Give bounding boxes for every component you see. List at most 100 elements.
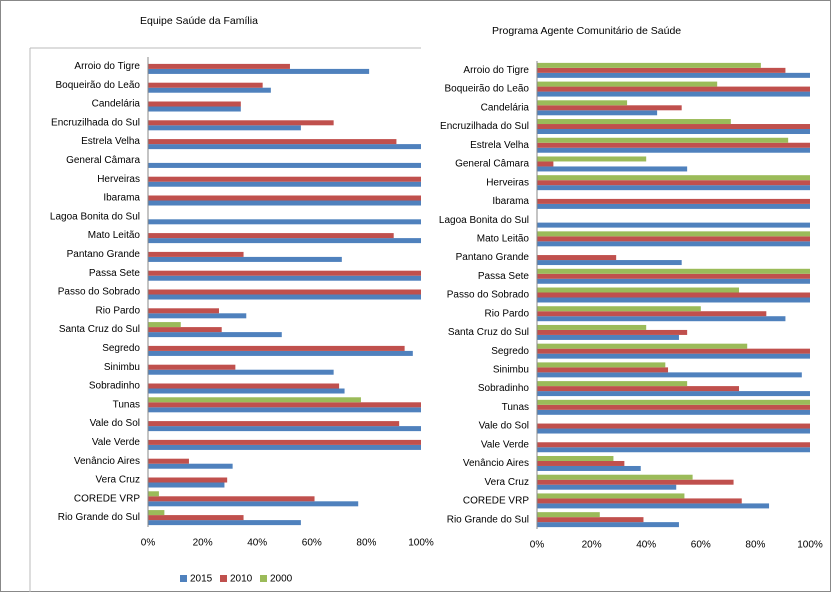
bar xyxy=(537,268,810,274)
bar xyxy=(148,139,397,145)
bar xyxy=(537,129,810,135)
bar xyxy=(537,124,810,130)
x-tick-label: 20% xyxy=(193,538,213,549)
bar xyxy=(148,219,421,225)
x-tick-label: 40% xyxy=(247,538,267,549)
bar xyxy=(537,110,658,116)
bar xyxy=(148,256,342,262)
bar xyxy=(148,463,233,469)
bar xyxy=(148,345,405,351)
y-tick-label: Vera Cruz xyxy=(96,475,140,486)
y-tick-label: Vale Verde xyxy=(481,439,530,450)
bar xyxy=(148,195,421,201)
y-tick-label: Vera Cruz xyxy=(485,477,529,488)
legend-label: 2015 xyxy=(190,574,213,585)
bar xyxy=(537,203,810,209)
y-tick-label: General Câmara xyxy=(66,155,140,166)
bar xyxy=(537,409,810,415)
y-tick-label: Tunas xyxy=(113,399,140,410)
y-tick-label: Rio Pardo xyxy=(485,308,530,319)
bar xyxy=(537,423,810,429)
bar xyxy=(537,161,554,167)
bar xyxy=(537,367,669,373)
bar xyxy=(537,460,625,466)
y-tick-label: Segredo xyxy=(102,343,140,354)
bar xyxy=(537,362,666,368)
bar xyxy=(537,372,802,378)
y-tick-label: Rio Grande do Sul xyxy=(58,512,140,523)
y-tick-label: Tunas xyxy=(502,402,529,413)
bar xyxy=(148,125,301,131)
x-tick-label: 80% xyxy=(356,538,376,549)
bar xyxy=(537,100,628,106)
x-tick-label: 60% xyxy=(691,540,711,551)
y-tick-label: Segredo xyxy=(491,346,529,357)
y-tick-label: Ibarama xyxy=(492,196,529,207)
bar xyxy=(537,334,679,340)
y-tick-label: Vale do Sol xyxy=(90,418,140,429)
bar xyxy=(537,343,748,349)
bar xyxy=(537,391,810,397)
bar xyxy=(148,275,421,281)
chart-title: Equipe Saúde da Família xyxy=(140,15,258,27)
bar xyxy=(537,222,810,228)
x-tick-label: 60% xyxy=(302,538,322,549)
y-tick-label: Lagoa Bonita do Sul xyxy=(439,215,529,226)
chart-title: Programa Agente Comunitário de Saúde xyxy=(492,25,681,37)
bar xyxy=(537,231,810,237)
y-tick-label: Venâncio Aires xyxy=(463,458,529,469)
y-tick-label: Lagoa Bonita do Sul xyxy=(50,211,140,222)
y-tick-label: Pantano Grande xyxy=(456,252,530,263)
bar xyxy=(148,200,421,206)
bar xyxy=(537,324,647,330)
bar xyxy=(148,350,413,356)
bar xyxy=(537,428,810,434)
bar xyxy=(537,278,810,284)
x-tick-label: 100% xyxy=(797,540,823,551)
bar xyxy=(148,101,241,107)
bar xyxy=(537,287,740,293)
bar xyxy=(148,332,282,338)
bar xyxy=(148,388,345,394)
y-tick-label: Rio Pardo xyxy=(96,305,141,316)
y-tick-label: Arroio do Tigre xyxy=(74,61,140,72)
bar xyxy=(537,105,682,111)
bar xyxy=(537,498,742,504)
y-tick-label: Encruzilhada do Sul xyxy=(440,121,529,132)
bar xyxy=(148,496,315,502)
y-tick-label: Santa Cruz do Sul xyxy=(59,324,140,335)
bar xyxy=(148,106,241,112)
y-tick-label: COREDE VRP xyxy=(463,496,529,507)
y-tick-label: Passo do Sobrado xyxy=(447,290,530,301)
bar xyxy=(148,63,290,69)
bar xyxy=(148,501,359,507)
bar xyxy=(537,273,810,279)
legend-swatch xyxy=(180,575,187,582)
bar xyxy=(537,479,734,485)
bar xyxy=(537,86,810,92)
bar xyxy=(537,260,682,266)
bar xyxy=(148,82,263,88)
bar xyxy=(537,297,810,303)
bar xyxy=(537,62,761,68)
y-tick-label: Sobradinho xyxy=(89,381,141,392)
bar xyxy=(537,292,810,298)
bar xyxy=(148,322,181,328)
bar xyxy=(148,327,222,333)
y-tick-label: Boqueirão do Leão xyxy=(55,80,140,91)
bar xyxy=(537,484,677,490)
bar xyxy=(148,313,247,319)
bar xyxy=(148,421,400,427)
bar xyxy=(537,72,810,78)
bar xyxy=(537,142,810,148)
bar xyxy=(537,447,810,453)
bar xyxy=(148,87,271,93)
y-tick-label: Passa Sete xyxy=(89,268,141,279)
bar xyxy=(537,137,789,143)
bar xyxy=(537,517,644,523)
bar xyxy=(537,493,685,499)
y-tick-label: Sinimbu xyxy=(493,365,529,376)
bar xyxy=(537,474,693,480)
bar xyxy=(537,147,810,153)
bar xyxy=(537,67,786,73)
